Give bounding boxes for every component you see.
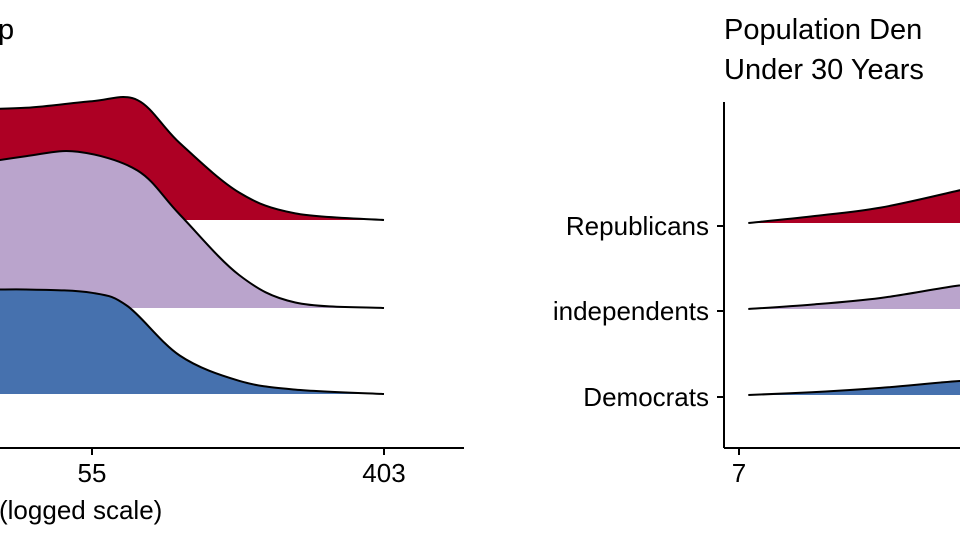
right-ridges — [748, 189, 960, 396]
left-x-tick-label: 55 — [78, 458, 107, 488]
left-x-axis-title: (logged scale) — [0, 495, 162, 525]
right-category-label-democrats: Democrats — [583, 382, 709, 412]
right-chart-title-line-2: Under 30 Years — [724, 54, 924, 86]
right-ridge-outline-republicans — [748, 189, 960, 224]
left-ridge-fill-democrats — [0, 289, 384, 394]
right-chart-title-line-1: Population Den — [724, 14, 922, 46]
left-ridge-fill-independents — [0, 151, 384, 308]
right-x-tick-label: 7 — [732, 458, 746, 488]
right-ridge-outline-independents — [748, 284, 960, 310]
left-ridge-outline-independents — [0, 150, 385, 309]
right-category-label-republicans: Republicans — [566, 211, 709, 241]
left-x-tick-label: 403 — [362, 458, 405, 488]
left-chart-title-line-1: p — [0, 14, 14, 46]
right-ridge-fill-independents — [748, 285, 960, 309]
right-ridge-fill-republicans — [748, 190, 960, 223]
right-ridgeline-panel: Population Den Under 30 Years Republican… — [553, 14, 960, 488]
right-ridge-fill-democrats — [748, 381, 960, 395]
right-ridge-outline-democrats — [748, 380, 960, 396]
left-ridgeline-panel: p 55 403 (logged scale) — [0, 14, 464, 525]
left-ridge-outline-democrats — [0, 288, 385, 395]
left-ridge-outline-republicans — [0, 96, 385, 221]
left-ridges — [0, 96, 385, 395]
right-category-label-independents: independents — [553, 296, 709, 326]
